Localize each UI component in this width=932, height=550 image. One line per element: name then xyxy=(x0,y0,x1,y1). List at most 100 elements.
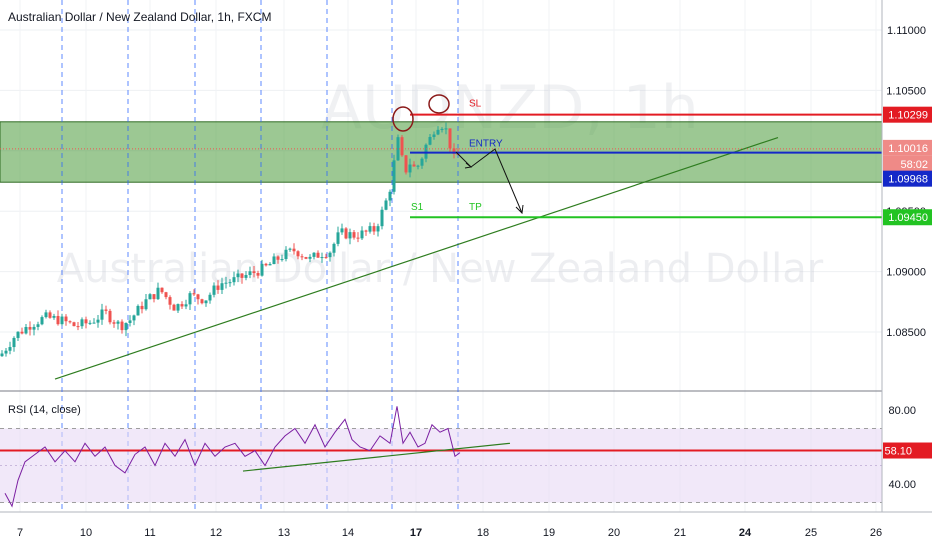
time-tick-label: 12 xyxy=(210,527,222,539)
candle-body xyxy=(96,319,100,323)
time-tick-label: 21 xyxy=(674,527,686,539)
candle-body xyxy=(60,316,64,325)
candle-body xyxy=(36,324,40,327)
candle-body xyxy=(236,273,240,278)
arrow-head xyxy=(464,162,473,169)
candle-body xyxy=(304,257,308,259)
candle-body xyxy=(372,226,376,232)
candle-body xyxy=(228,282,232,284)
session-dividers xyxy=(61,0,459,512)
candle-body xyxy=(24,326,28,334)
countdown-tag-bg xyxy=(883,155,932,172)
rsi-line xyxy=(4,406,461,508)
rsi-value-tag-bg xyxy=(883,442,932,459)
candle-body xyxy=(400,137,404,156)
last-price-tag-bg xyxy=(883,139,932,156)
candle-body xyxy=(344,228,348,239)
candle-body xyxy=(260,263,264,276)
candle-body xyxy=(140,305,144,310)
candle-body xyxy=(204,300,208,304)
candle-body xyxy=(200,299,204,304)
candle-body xyxy=(116,321,120,324)
candle-body xyxy=(300,256,304,258)
rsi-tick-label: 80.00 xyxy=(888,405,916,417)
arrow-head xyxy=(515,204,524,215)
candle-body xyxy=(212,285,216,295)
candle-body xyxy=(152,294,156,300)
candle-body xyxy=(20,331,24,334)
bid-price-tag: 1.09968 xyxy=(888,174,928,186)
watermark-name: Australian Dollar / New Zealand Dollar xyxy=(57,246,824,292)
time-tick-label: 17 xyxy=(410,527,422,539)
rsi-trend-line xyxy=(242,442,511,472)
candle-body xyxy=(188,293,192,305)
sl-label: SL xyxy=(469,99,482,110)
candle-body xyxy=(120,321,124,331)
candle-body xyxy=(64,316,68,322)
tp-label: TP xyxy=(469,202,482,213)
candle-body xyxy=(248,271,252,276)
candle-body xyxy=(448,128,452,149)
candle-body xyxy=(356,237,360,239)
candle-body xyxy=(432,134,436,137)
candle-body xyxy=(276,256,280,260)
candle-body xyxy=(340,228,344,233)
candle-body xyxy=(252,271,256,274)
candle-body xyxy=(324,257,328,259)
candle-body xyxy=(44,312,48,318)
candle-body xyxy=(68,321,72,323)
chart-title: Australian Dollar / New Zealand Dollar, … xyxy=(8,10,272,24)
candle-body xyxy=(380,209,384,227)
rsi-panel[interactable] xyxy=(0,406,882,508)
time-tick-label: 10 xyxy=(80,527,92,539)
sl-price-tag: 1.10299 xyxy=(888,110,928,122)
candle-body xyxy=(80,319,84,327)
candle-body xyxy=(256,273,260,276)
candle-body xyxy=(292,248,296,252)
candle-body xyxy=(192,293,196,295)
candle-body xyxy=(280,259,284,261)
candle-body xyxy=(332,243,336,253)
s1-label: S1 xyxy=(411,202,424,213)
candle-body xyxy=(336,232,340,244)
candle-body xyxy=(4,350,8,354)
candle-body xyxy=(284,249,288,260)
candle-body xyxy=(428,136,432,145)
tp-price-tag: 1.09450 xyxy=(888,212,928,224)
candle-body xyxy=(88,322,92,324)
candle-body xyxy=(452,148,456,154)
candle-body xyxy=(176,304,180,311)
chart-grid xyxy=(0,0,882,512)
candle-body xyxy=(168,297,172,305)
candle-body xyxy=(76,326,80,328)
candle-body xyxy=(368,226,372,232)
candle-body xyxy=(208,294,212,301)
candle-body xyxy=(16,331,20,338)
candle-body xyxy=(180,304,184,307)
candle-body xyxy=(268,264,272,266)
chart-drawings[interactable]: SL ENTRY S1 TP xyxy=(0,94,882,380)
rsi-value-tag: 58.10 xyxy=(884,446,912,458)
candle-body xyxy=(196,294,200,300)
time-tick-label: 26 xyxy=(870,527,882,539)
tp-price-tag-bg xyxy=(883,209,932,226)
candle-body xyxy=(240,273,244,278)
price-tick-label: 1.11000 xyxy=(887,25,926,37)
candle-body xyxy=(132,315,136,321)
candle-body xyxy=(364,230,368,232)
candle-body xyxy=(232,277,236,283)
candle-body xyxy=(124,322,128,331)
candle-body xyxy=(148,294,152,300)
candle-body xyxy=(164,292,168,298)
candle-body xyxy=(100,309,104,320)
candle-body xyxy=(28,326,32,330)
candle-body xyxy=(216,285,220,290)
candle-body xyxy=(384,200,388,210)
time-tick-label: 13 xyxy=(278,527,290,539)
candle-body xyxy=(92,322,96,324)
price-tick-label: 1.10500 xyxy=(886,85,926,97)
candle-body xyxy=(184,304,188,307)
countdown-tag: 58:02 xyxy=(900,159,928,171)
candle-body xyxy=(408,164,412,173)
